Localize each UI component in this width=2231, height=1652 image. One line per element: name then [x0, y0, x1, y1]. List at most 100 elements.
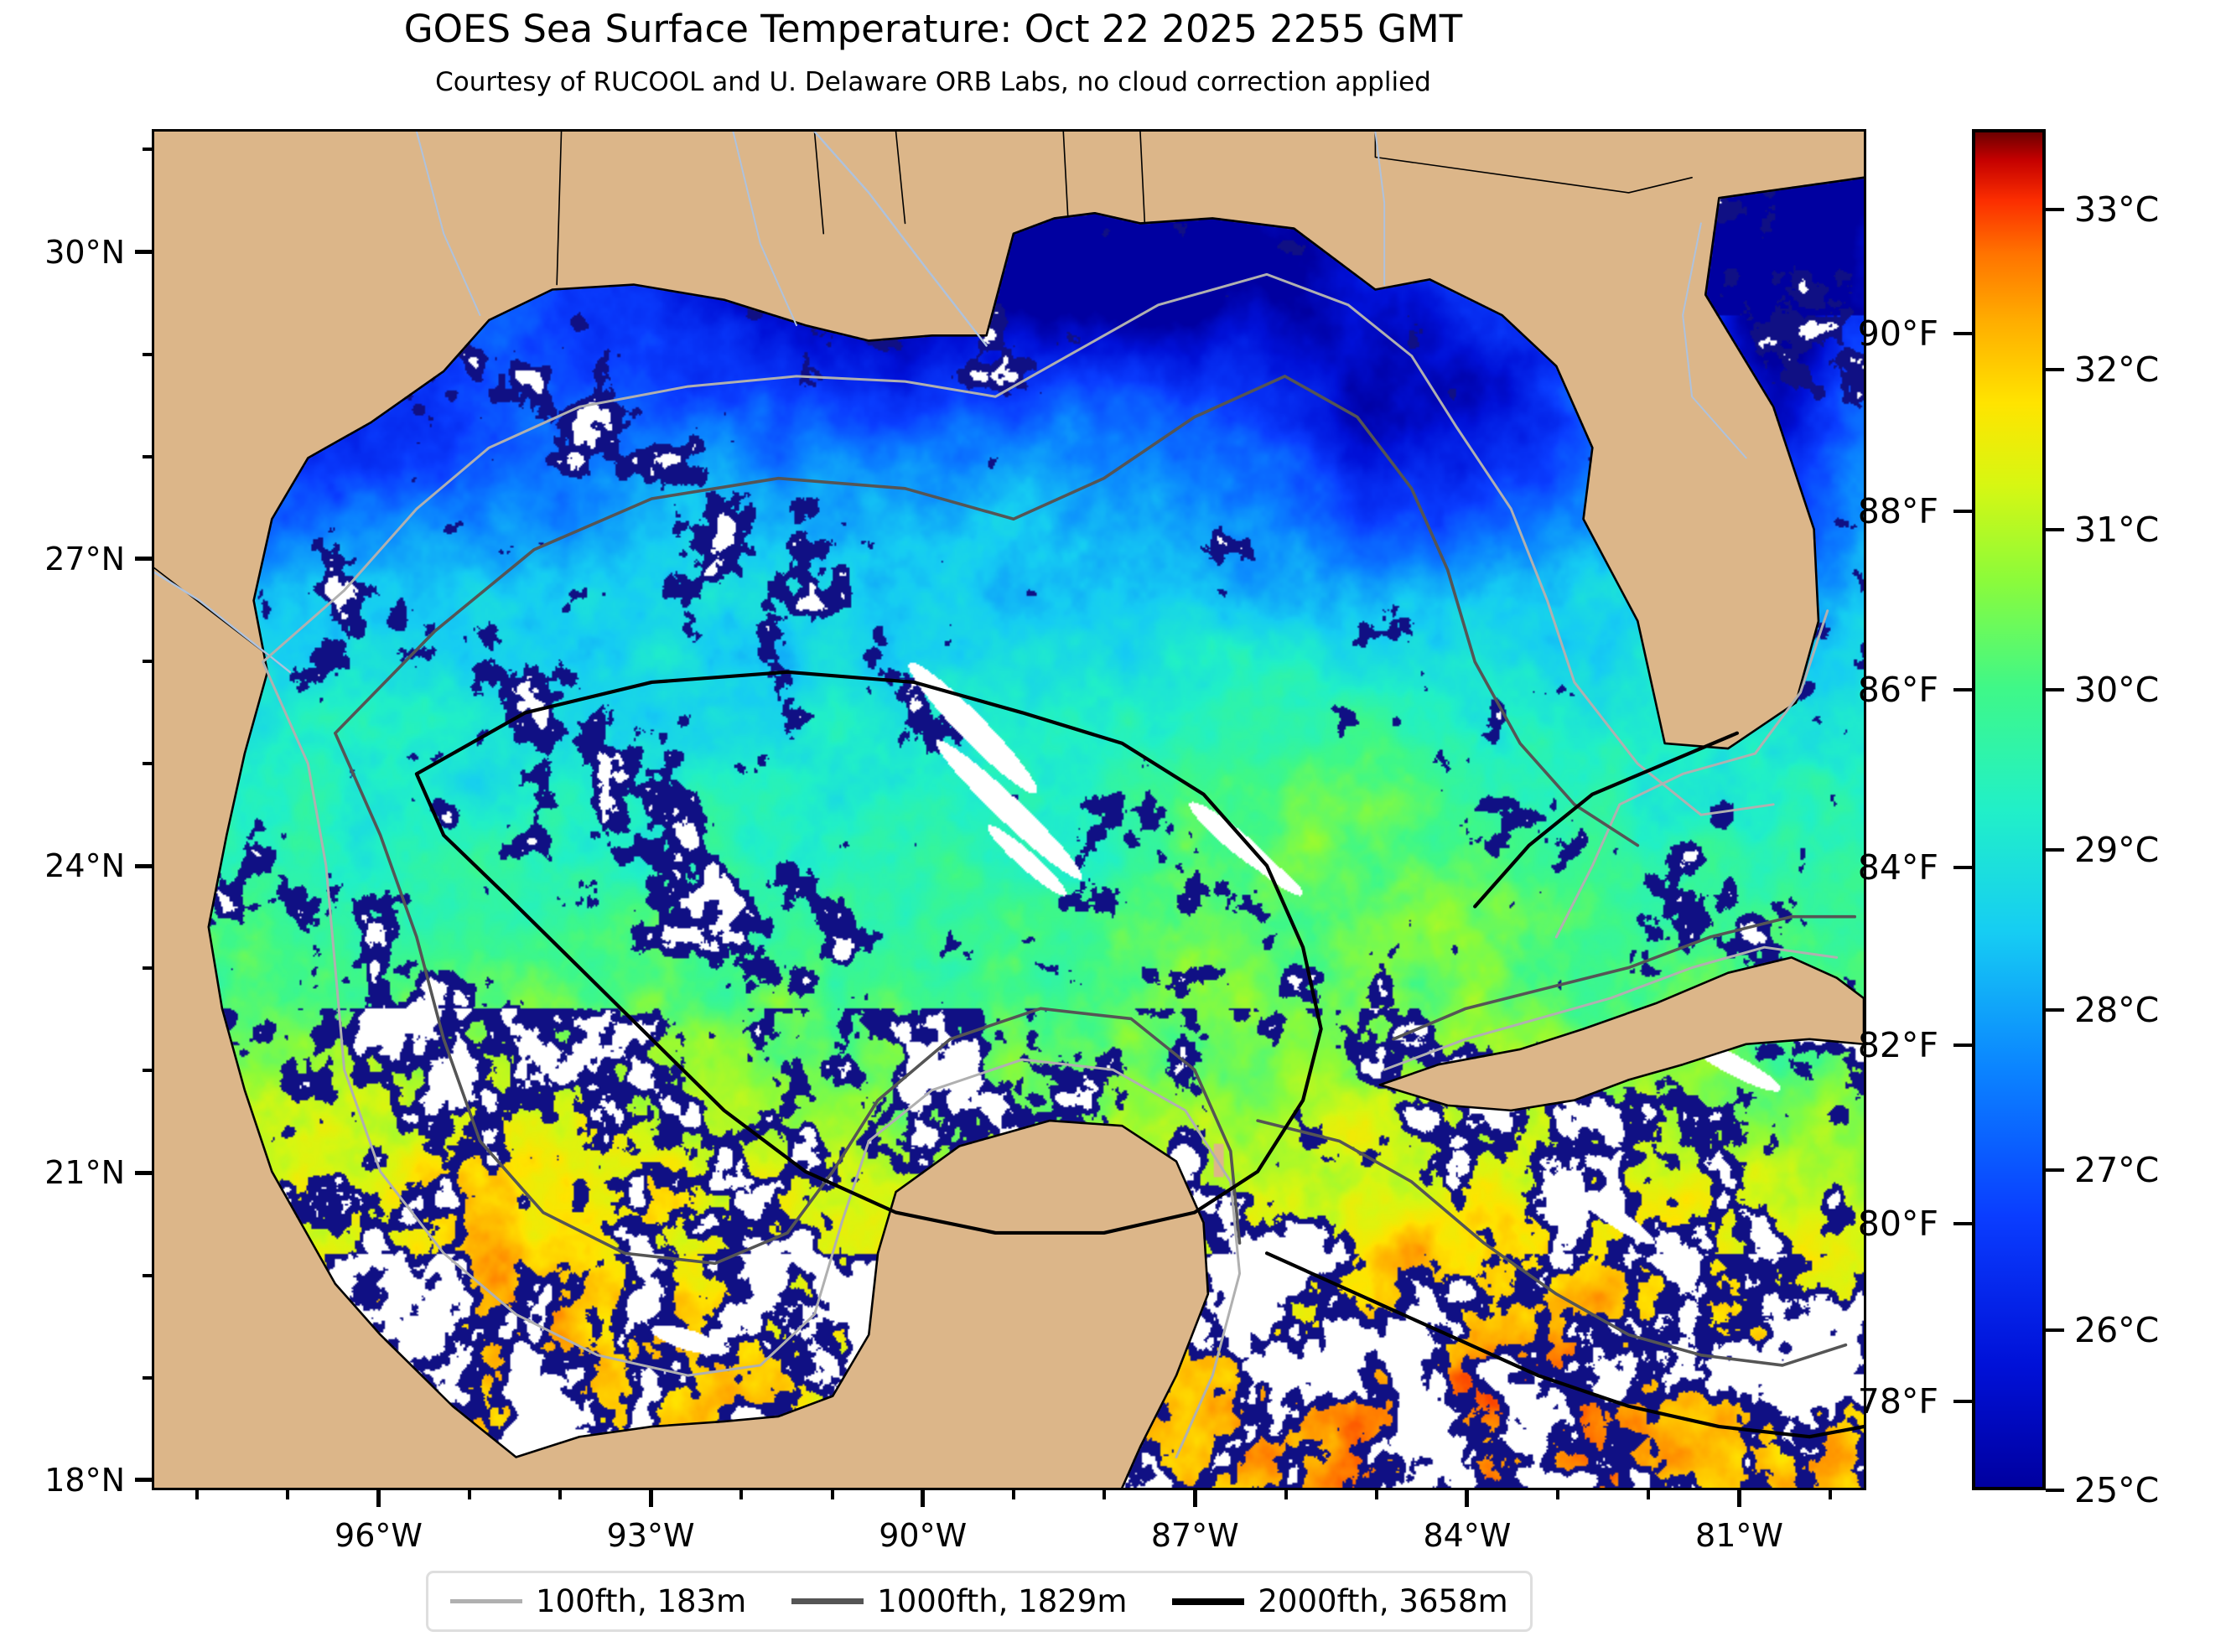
- legend-item: 1000fth, 1829m: [791, 1583, 1127, 1619]
- isobath-1000fth-sgulf: [335, 733, 1240, 1264]
- colorbar-celsius-tick: [2046, 1489, 2064, 1492]
- border-ga-fl: [1375, 132, 1692, 193]
- page-subtitle: Courtesy of RUCOOL and U. Delaware ORB L…: [435, 67, 1431, 97]
- x-axis-minor-tick: [1374, 1490, 1378, 1499]
- colorbar-gradient: [1972, 129, 2046, 1490]
- legend-line-swatch: [1172, 1598, 1245, 1605]
- colorbar-celsius-tick: [2046, 1328, 2064, 1332]
- x-axis-major-tick: [1192, 1490, 1197, 1507]
- y-axis-major-tick: [135, 250, 152, 255]
- legend-line-swatch: [791, 1598, 864, 1604]
- colorbar-fahrenheit-label: 78°F: [1857, 1380, 1938, 1422]
- y-axis-minor-tick: [143, 454, 152, 458]
- colorbar-celsius-tick: [2046, 687, 2064, 691]
- isobath-2000fth-gulf-basin: [417, 672, 1321, 1233]
- isobath-100fth-cuba: [1384, 947, 1837, 1069]
- page-title: GOES Sea Surface Temperature: Oct 22 202…: [403, 7, 1463, 51]
- x-axis-major-tick: [376, 1490, 381, 1507]
- border-la-ms: [814, 132, 823, 234]
- colorbar-fahrenheit-tick: [1953, 687, 1972, 691]
- sst-map-plot-area[interactable]: [152, 129, 1866, 1490]
- colorbar-celsius-label: 29°C: [2074, 829, 2160, 870]
- x-axis-minor-tick: [286, 1490, 290, 1499]
- isobath-100fth-sgulf: [263, 662, 1240, 1458]
- y-axis-minor-tick: [143, 1375, 152, 1380]
- x-axis-major-tick: [1465, 1490, 1470, 1507]
- colorbar-fahrenheit-tick: [1953, 1221, 1972, 1225]
- y-axis-label: 24°N: [44, 847, 125, 885]
- river-st-johns: [1683, 223, 1746, 458]
- coastline-and-isobath-overlay: [154, 132, 1864, 1488]
- colorbar-celsius-label: 28°C: [2074, 989, 2160, 1030]
- colorbar-celsius-tick: [2046, 847, 2064, 852]
- x-axis-minor-tick: [1103, 1490, 1107, 1499]
- x-axis-label: 90°W: [879, 1517, 968, 1554]
- colorbar-fahrenheit-tick: [1953, 510, 1972, 514]
- colorbar-fahrenheit-tick: [1953, 1044, 1972, 1048]
- river-apalachicola: [1375, 132, 1384, 285]
- river-rio-grande: [154, 274, 290, 671]
- colorbar-celsius-label: 31°C: [2074, 509, 2160, 550]
- isobath-legend: 100fth, 183m 1000fth, 1829m 2000fth, 3658m: [426, 1571, 1533, 1632]
- x-axis-minor-tick: [1556, 1490, 1560, 1499]
- y-axis-major-tick: [135, 1478, 152, 1483]
- y-axis-minor-tick: [143, 762, 152, 766]
- y-axis-label: 18°N: [44, 1461, 125, 1499]
- x-axis-minor-tick: [467, 1490, 471, 1499]
- x-axis-major-tick: [921, 1490, 926, 1507]
- border-ms-al: [1063, 132, 1067, 215]
- legend-label: 100fth, 183m: [536, 1583, 747, 1619]
- x-axis-minor-tick: [1647, 1490, 1651, 1499]
- x-axis-label: 84°W: [1423, 1517, 1512, 1554]
- colorbar-celsius-label: 25°C: [2074, 1470, 2160, 1510]
- colorbar[interactable]: [1972, 129, 2046, 1490]
- y-axis-minor-tick: [143, 1273, 152, 1277]
- isobath-2000fth-cayman-trough: [1267, 1253, 1864, 1437]
- colorbar-fahrenheit-label: 80°F: [1857, 1203, 1938, 1244]
- y-axis-minor-tick: [143, 352, 152, 356]
- y-axis-minor-tick: [143, 659, 152, 663]
- river-trinity: [417, 132, 480, 315]
- legend-item: 100fth, 183m: [450, 1583, 746, 1619]
- x-axis-label: 93°W: [606, 1517, 695, 1554]
- y-axis-major-tick: [135, 1170, 152, 1175]
- x-axis-minor-tick: [1828, 1490, 1832, 1499]
- x-axis-minor-tick: [1284, 1490, 1288, 1499]
- colorbar-fahrenheit-label: 86°F: [1857, 669, 1938, 710]
- border-al-fl: [1140, 132, 1144, 223]
- colorbar-fahrenheit-tick: [1953, 332, 1972, 336]
- isobath-1000fth-ngulf: [335, 376, 1637, 846]
- x-axis-label: 81°W: [1695, 1517, 1783, 1554]
- colorbar-fahrenheit-label: 90°F: [1857, 313, 1938, 355]
- colorbar-celsius-label: 26°C: [2074, 1309, 2160, 1350]
- isobath-1000fth-caribbean: [1258, 1121, 1845, 1365]
- colorbar-celsius-tick: [2046, 1007, 2064, 1012]
- x-axis-label: 96°W: [335, 1517, 423, 1554]
- colorbar-celsius-tick: [2046, 207, 2064, 211]
- x-axis-minor-tick: [558, 1490, 562, 1499]
- legend-label: 2000fth, 3658m: [1258, 1583, 1508, 1619]
- colorbar-fahrenheit-label: 82°F: [1857, 1025, 1938, 1066]
- colorbar-fahrenheit-label: 84°F: [1857, 847, 1938, 888]
- x-axis-minor-tick: [739, 1490, 744, 1499]
- colorbar-celsius-label: 30°C: [2074, 669, 2160, 710]
- y-axis-major-tick: [135, 863, 152, 868]
- legend-label: 1000fth, 1829m: [877, 1583, 1128, 1619]
- x-axis-major-tick: [1737, 1490, 1742, 1507]
- border-ms-inland: [896, 132, 905, 223]
- y-axis-minor-tick: [143, 966, 152, 971]
- river-mississippi: [814, 132, 986, 345]
- legend-item: 2000fth, 3658m: [1172, 1583, 1508, 1619]
- y-axis-label: 21°N: [44, 1154, 125, 1192]
- y-axis-label: 30°N: [44, 233, 125, 271]
- x-axis-minor-tick: [195, 1490, 200, 1499]
- colorbar-celsius-tick: [2046, 367, 2064, 371]
- colorbar-celsius-label: 33°C: [2074, 189, 2160, 230]
- colorbar-celsius-label: 32°C: [2074, 349, 2160, 390]
- isobath-2000fth-straits: [1475, 733, 1737, 907]
- isobath-100fth-ngulf: [263, 274, 1774, 815]
- colorbar-fahrenheit-label: 88°F: [1857, 491, 1938, 532]
- colorbar-celsius-tick: [2046, 527, 2064, 531]
- x-axis-minor-tick: [830, 1490, 834, 1499]
- y-axis-minor-tick: [143, 148, 152, 152]
